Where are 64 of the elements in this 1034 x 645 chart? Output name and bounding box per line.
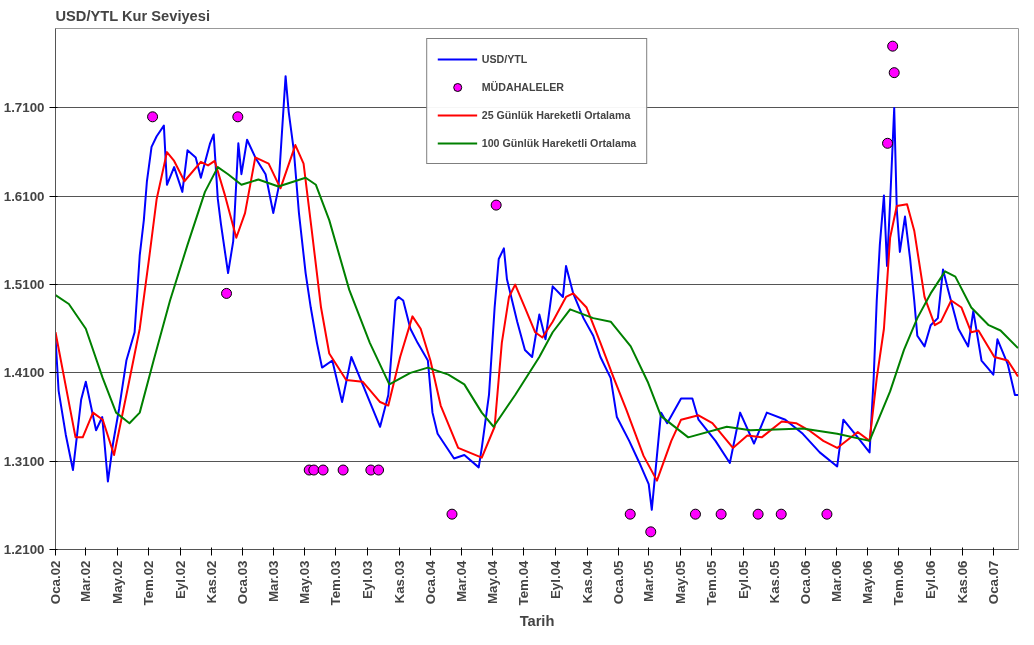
x-tick-label: Oca.05 <box>610 559 626 605</box>
x-tick-label: Tem.03 <box>328 560 344 606</box>
point <box>308 464 320 476</box>
y-tick-label: 1.5100 <box>3 277 45 293</box>
legend-label: MÜDAHALELER <box>481 81 564 93</box>
point <box>775 508 787 520</box>
x-tick-label: May.03 <box>297 560 313 604</box>
x-tick-label: Oca.02 <box>48 560 63 605</box>
x-tick-label: Kas.02 <box>204 560 220 604</box>
y-tick-label: 1.4100 <box>3 365 45 381</box>
x-tick-label: Oca.03 <box>235 560 251 605</box>
legend-label: 100 Günlük Hareketli Ortalama <box>481 137 637 149</box>
x-tick-label: Eyl.06 <box>923 560 939 600</box>
y-tick-label: 1.7100 <box>3 100 45 116</box>
point <box>490 199 502 211</box>
x-tick-label: Eyl.03 <box>360 560 376 600</box>
y-tick-label: 1.3100 <box>3 453 45 469</box>
point <box>882 137 894 149</box>
point <box>689 508 701 520</box>
x-tick-label: May.05 <box>672 559 688 604</box>
point <box>446 508 458 520</box>
x-tick-label: Oca.04 <box>422 559 438 605</box>
legend-label: USD/YTL <box>481 53 528 65</box>
point <box>888 67 900 79</box>
x-tick-label: Oca.07 <box>985 560 1001 605</box>
y-tick-label: 1.2100 <box>3 542 45 557</box>
point <box>373 464 385 476</box>
x-tick-label: Mar.06 <box>828 560 844 602</box>
x-tick-label: Mar.05 <box>641 559 657 602</box>
x-tick-label: Mar.04 <box>453 559 469 602</box>
x-tick-label: May.02 <box>109 560 125 604</box>
x-tick-label: Kas.04 <box>579 559 595 604</box>
line-series <box>55 75 1019 511</box>
chart-title: USD/YTL Kur Seviyesi <box>55 7 210 24</box>
x-tick-label: Kas.03 <box>391 560 407 604</box>
legend-label: 25 Günlük Hareketli Ortalama <box>481 109 631 121</box>
x-tick-label: Kas.05 <box>767 559 783 604</box>
x-tick-label: May.06 <box>860 560 875 604</box>
x-tick-label: Eyl.04 <box>548 559 564 600</box>
line-series <box>55 166 1019 442</box>
point <box>232 111 244 123</box>
x-tick-label: Mar.03 <box>265 560 281 602</box>
x-tick-label: Kas.06 <box>954 560 970 604</box>
point <box>337 464 349 476</box>
x-tick-label: May.04 <box>485 559 501 604</box>
point <box>715 508 727 520</box>
point <box>645 526 657 538</box>
x-tick-label: Eyl.02 <box>172 560 188 600</box>
y-tick-label: 1.6100 <box>3 188 45 204</box>
x-axis-title: Tarih <box>519 613 555 630</box>
x-tick-label: Eyl.05 <box>735 559 751 600</box>
point <box>821 508 833 520</box>
point <box>887 40 899 52</box>
x-tick-label: Tem.05 <box>703 559 719 606</box>
x-tick-label: Tem.06 <box>891 560 907 606</box>
x-tick-label: Tem.02 <box>140 560 156 606</box>
point <box>317 464 329 476</box>
x-tick-label: Tem.04 <box>516 559 532 606</box>
point <box>147 111 159 123</box>
x-tick-label: Mar.02 <box>78 560 94 602</box>
point <box>624 508 636 520</box>
point <box>752 508 764 520</box>
point <box>221 287 233 299</box>
x-tick-label: Oca.06 <box>798 560 814 605</box>
